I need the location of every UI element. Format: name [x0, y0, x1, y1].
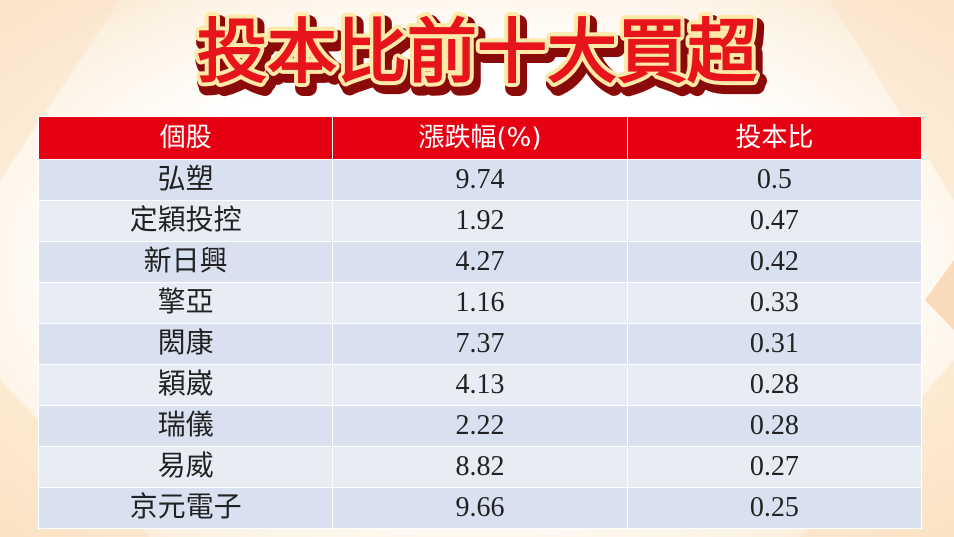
table-cell: 0.27 [626, 446, 923, 488]
table-cell: 穎崴 [37, 364, 334, 406]
table-cell: 7.37 [332, 323, 628, 365]
table-cell: 0.33 [626, 282, 923, 324]
table-cell: 京元電子 [37, 487, 334, 529]
table-cell: 閎康 [37, 323, 334, 365]
table-row: 定穎投控 1.92 0.47 [37, 200, 923, 242]
table-body: 弘塑 9.74 0.5 定穎投控 1.92 0.47 新日興 4.27 0.42 擎亞 1.16 0.… [37, 159, 923, 529]
column-header: 漲跌幅(%) [332, 116, 628, 160]
table-row: 瑞儀 2.22 0.28 [37, 405, 923, 447]
ray [0, 0, 120, 180]
table-cell: 4.13 [332, 364, 628, 406]
title-shadow: 投本比前十大買超 [201, 17, 762, 99]
title: 投本比前十大買超 [197, 11, 758, 93]
ray [925, 260, 954, 330]
column-header: 投本比 [626, 116, 923, 160]
table: 個股 漲跌幅(%) 投本比 弘塑 9.74 0.5 定穎投控 1.92 0.47 新日興 4.27… [37, 116, 923, 529]
table-row: 易威 8.82 0.27 [37, 446, 923, 488]
table-row: 弘塑 9.74 0.5 [37, 159, 923, 201]
table-cell: 2.22 [332, 405, 628, 447]
table-cell: 0.25 [626, 487, 923, 529]
table-row: 新日興 4.27 0.42 [37, 241, 923, 283]
table-row: 閎康 7.37 0.31 [37, 323, 923, 365]
table-row: 擎亞 1.16 0.33 [37, 282, 923, 324]
table-cell: 8.82 [332, 446, 628, 488]
title-banner: 投本比前十大買超 投本比前十大買超 [193, 7, 769, 106]
table-row: 京元電子 9.66 0.25 [37, 487, 923, 529]
table-row: 穎崴 4.13 0.28 [37, 364, 923, 406]
table-cell: 0.47 [626, 200, 923, 242]
table-cell: 弘塑 [37, 159, 334, 201]
table-cell: 1.16 [332, 282, 628, 324]
header-row: 個股 漲跌幅(%) 投本比 [37, 116, 923, 160]
table-cell: 定穎投控 [37, 200, 334, 242]
table-cell: 擎亞 [37, 282, 334, 324]
table-cell: 新日興 [37, 241, 334, 283]
table-cell: 0.42 [626, 241, 923, 283]
table-cell: 0.31 [626, 323, 923, 365]
ray [830, 0, 954, 200]
table-cell: 1.92 [332, 200, 628, 242]
column-header: 個股 [37, 116, 334, 160]
table-cell: 9.66 [332, 487, 628, 529]
table-cell: 易威 [37, 446, 334, 488]
table-cell: 0.28 [626, 405, 923, 447]
table-cell: 瑞儀 [37, 405, 334, 447]
table-cell: 0.5 [626, 159, 923, 201]
table-cell: 0.28 [626, 364, 923, 406]
table-cell: 4.27 [332, 241, 628, 283]
table-cell: 9.74 [332, 159, 628, 201]
